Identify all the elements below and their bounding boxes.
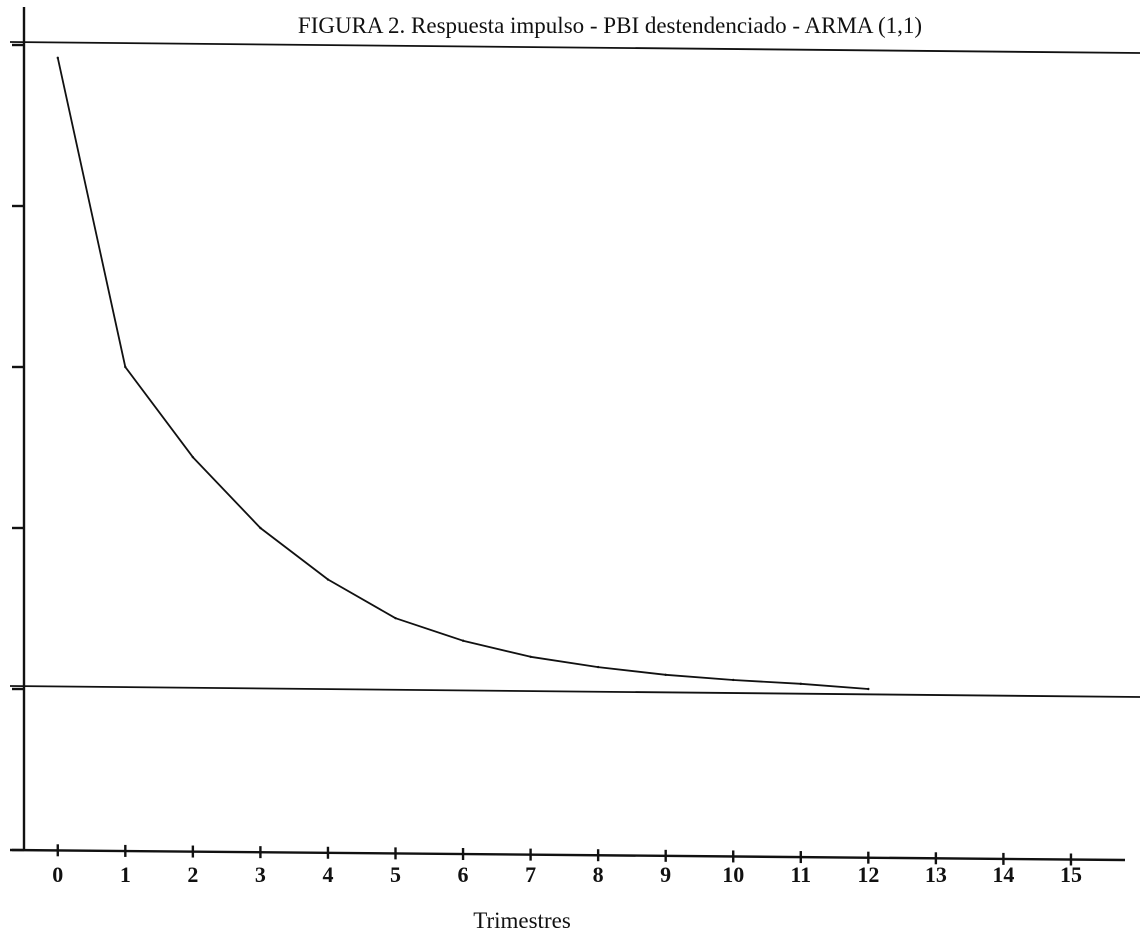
x-tick-label-11: 11: [790, 862, 811, 887]
data-point-0-1: [124, 365, 127, 369]
x-tick-label-9: 9: [660, 862, 671, 887]
data-point-0-0: [56, 56, 59, 60]
data-point-0-3: [259, 526, 262, 530]
data-point-0-9: [664, 673, 667, 677]
x-tick-label-15: 15: [1060, 862, 1082, 887]
x-axis-line: [9, 848, 1126, 862]
data-point-0-11: [799, 682, 802, 686]
x-tick-label-3: 3: [255, 862, 266, 887]
data-point-0-6: [461, 639, 465, 642]
data-point-0-5: [394, 616, 397, 620]
x-tick-label-6: 6: [458, 862, 469, 887]
x-tick-label-4: 4: [322, 862, 333, 887]
chart-title: FIGURA 2. Respuesta impulso - PBI desten…: [298, 13, 922, 38]
reference-line-0: [9, 685, 1140, 698]
x-tick-label-2: 2: [187, 862, 198, 887]
x-tick-label-5: 5: [390, 862, 401, 887]
x-tick-label-7: 7: [525, 862, 536, 887]
data-point-0-7: [529, 655, 532, 658]
data-point-0-4: [326, 578, 330, 581]
series-line-0: [56, 57, 869, 690]
reference-line-1: [9, 41, 1140, 54]
data-point-0-10: [732, 678, 735, 682]
x-tick-label-8: 8: [593, 862, 604, 887]
x-tick-label-1: 1: [120, 862, 131, 887]
x-tick-label-12: 12: [857, 862, 879, 887]
data-point-0-2: [191, 455, 195, 459]
x-axis-label: Trimestres: [473, 908, 571, 933]
x-tick-label-13: 13: [925, 862, 947, 887]
x-tick-label-10: 10: [722, 862, 744, 887]
data-point-0-8: [596, 665, 600, 669]
x-tick-label-14: 14: [992, 862, 1014, 887]
plot-area: 0 1 2 3 4 5 6 7 8 9 10 11 12 13 14 15: [9, 7, 1140, 887]
data-point-0-12: [867, 687, 870, 691]
x-tick-label-0: 0: [52, 862, 63, 887]
